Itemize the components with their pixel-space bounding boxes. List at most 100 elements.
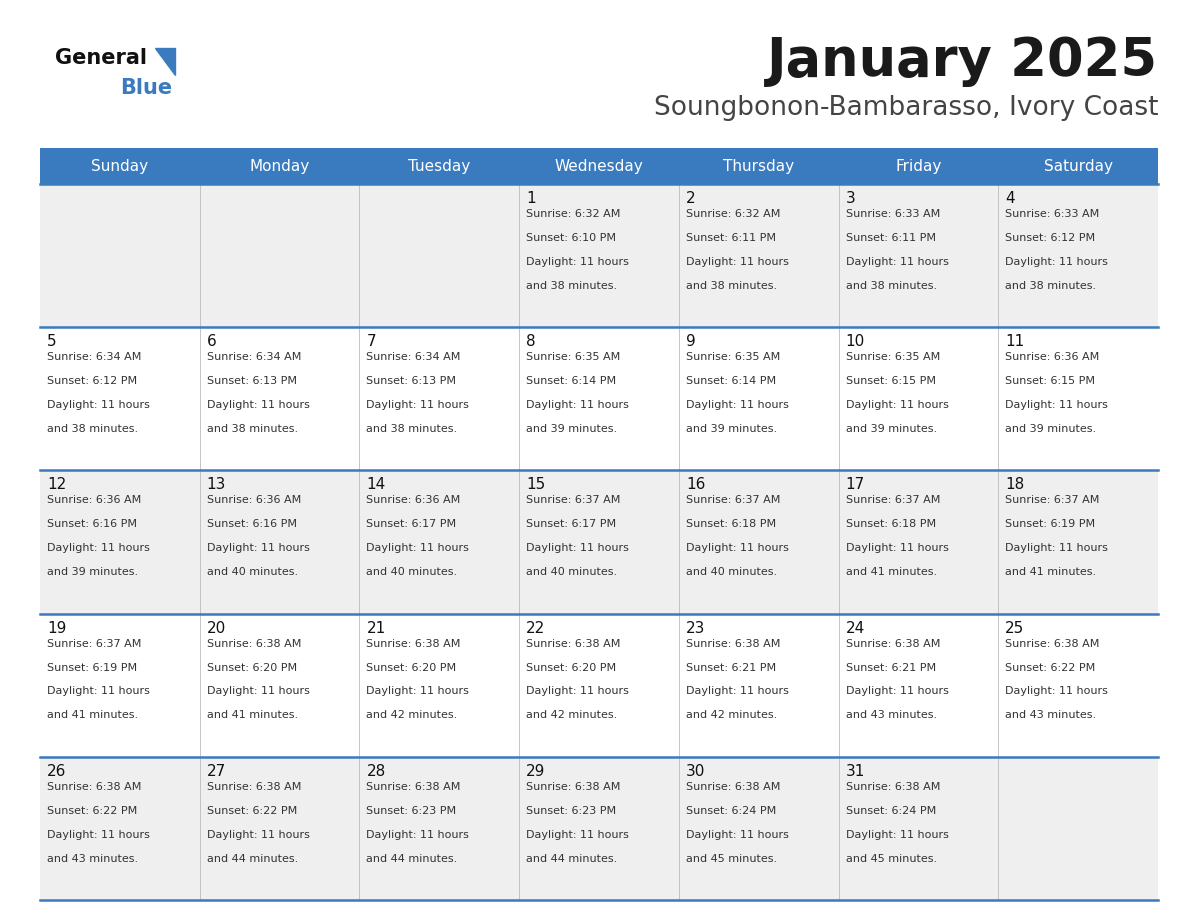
Text: Monday: Monday xyxy=(249,159,310,174)
Text: and 38 minutes.: and 38 minutes. xyxy=(1005,281,1097,291)
Text: Sunset: 6:13 PM: Sunset: 6:13 PM xyxy=(207,376,297,386)
Text: Daylight: 11 hours: Daylight: 11 hours xyxy=(366,400,469,410)
Text: Sunrise: 6:34 AM: Sunrise: 6:34 AM xyxy=(48,353,141,363)
Text: Sunset: 6:18 PM: Sunset: 6:18 PM xyxy=(685,520,776,530)
Text: Daylight: 11 hours: Daylight: 11 hours xyxy=(846,830,948,840)
Text: Wednesday: Wednesday xyxy=(555,159,644,174)
Text: Daylight: 11 hours: Daylight: 11 hours xyxy=(526,830,628,840)
Text: Daylight: 11 hours: Daylight: 11 hours xyxy=(846,400,948,410)
Text: and 43 minutes.: and 43 minutes. xyxy=(846,711,936,721)
Text: Sunrise: 6:37 AM: Sunrise: 6:37 AM xyxy=(1005,496,1100,506)
Text: Sunrise: 6:35 AM: Sunrise: 6:35 AM xyxy=(846,353,940,363)
Text: and 44 minutes.: and 44 minutes. xyxy=(526,854,618,864)
Text: Sunset: 6:12 PM: Sunset: 6:12 PM xyxy=(48,376,137,386)
Text: Sunrise: 6:33 AM: Sunrise: 6:33 AM xyxy=(846,209,940,219)
Text: Sunset: 6:20 PM: Sunset: 6:20 PM xyxy=(366,663,456,673)
Text: and 41 minutes.: and 41 minutes. xyxy=(1005,567,1097,577)
Text: Sunset: 6:15 PM: Sunset: 6:15 PM xyxy=(846,376,936,386)
Text: Sunset: 6:20 PM: Sunset: 6:20 PM xyxy=(526,663,617,673)
Text: Daylight: 11 hours: Daylight: 11 hours xyxy=(207,400,310,410)
Text: and 41 minutes.: and 41 minutes. xyxy=(48,711,138,721)
Text: Daylight: 11 hours: Daylight: 11 hours xyxy=(1005,687,1108,697)
Text: Daylight: 11 hours: Daylight: 11 hours xyxy=(846,543,948,554)
Text: and 41 minutes.: and 41 minutes. xyxy=(207,711,298,721)
Text: Sunset: 6:20 PM: Sunset: 6:20 PM xyxy=(207,663,297,673)
Text: Sunrise: 6:36 AM: Sunrise: 6:36 AM xyxy=(366,496,461,506)
Text: and 39 minutes.: and 39 minutes. xyxy=(685,424,777,434)
Text: Sunrise: 6:38 AM: Sunrise: 6:38 AM xyxy=(526,782,620,792)
Text: Sunset: 6:11 PM: Sunset: 6:11 PM xyxy=(846,233,936,243)
Text: Sunrise: 6:33 AM: Sunrise: 6:33 AM xyxy=(1005,209,1100,219)
Text: 4: 4 xyxy=(1005,191,1015,206)
Text: Sunrise: 6:37 AM: Sunrise: 6:37 AM xyxy=(685,496,781,506)
Text: Sunset: 6:24 PM: Sunset: 6:24 PM xyxy=(846,806,936,816)
Text: Sunrise: 6:38 AM: Sunrise: 6:38 AM xyxy=(685,782,781,792)
Text: 17: 17 xyxy=(846,477,865,492)
Text: Sunrise: 6:37 AM: Sunrise: 6:37 AM xyxy=(526,496,620,506)
Text: 1: 1 xyxy=(526,191,536,206)
Text: 23: 23 xyxy=(685,621,706,635)
Text: 25: 25 xyxy=(1005,621,1024,635)
Text: Sunset: 6:22 PM: Sunset: 6:22 PM xyxy=(48,806,138,816)
Text: and 39 minutes.: and 39 minutes. xyxy=(846,424,936,434)
Text: and 38 minutes.: and 38 minutes. xyxy=(207,424,298,434)
Bar xyxy=(40,613,1158,756)
Text: Sunset: 6:23 PM: Sunset: 6:23 PM xyxy=(526,806,617,816)
Text: 3: 3 xyxy=(846,191,855,206)
Text: Sunset: 6:22 PM: Sunset: 6:22 PM xyxy=(207,806,297,816)
Text: Sunrise: 6:36 AM: Sunrise: 6:36 AM xyxy=(207,496,301,506)
Text: Sunset: 6:14 PM: Sunset: 6:14 PM xyxy=(685,376,776,386)
Text: and 39 minutes.: and 39 minutes. xyxy=(1005,424,1097,434)
Text: Daylight: 11 hours: Daylight: 11 hours xyxy=(366,687,469,697)
Text: Daylight: 11 hours: Daylight: 11 hours xyxy=(685,830,789,840)
Text: Daylight: 11 hours: Daylight: 11 hours xyxy=(207,830,310,840)
Text: Daylight: 11 hours: Daylight: 11 hours xyxy=(48,830,150,840)
Text: Sunset: 6:17 PM: Sunset: 6:17 PM xyxy=(366,520,456,530)
Text: 22: 22 xyxy=(526,621,545,635)
Text: Sunrise: 6:38 AM: Sunrise: 6:38 AM xyxy=(366,639,461,649)
Text: January 2025: January 2025 xyxy=(767,35,1158,87)
Text: Sunset: 6:13 PM: Sunset: 6:13 PM xyxy=(366,376,456,386)
Text: and 38 minutes.: and 38 minutes. xyxy=(846,281,936,291)
Text: Sunrise: 6:34 AM: Sunrise: 6:34 AM xyxy=(207,353,301,363)
Polygon shape xyxy=(154,48,175,75)
Text: Daylight: 11 hours: Daylight: 11 hours xyxy=(846,687,948,697)
Text: Sunset: 6:18 PM: Sunset: 6:18 PM xyxy=(846,520,936,530)
Text: Sunset: 6:19 PM: Sunset: 6:19 PM xyxy=(1005,520,1095,530)
Text: Daylight: 11 hours: Daylight: 11 hours xyxy=(207,687,310,697)
Text: Daylight: 11 hours: Daylight: 11 hours xyxy=(685,400,789,410)
Text: 31: 31 xyxy=(846,764,865,778)
Text: Sunrise: 6:34 AM: Sunrise: 6:34 AM xyxy=(366,353,461,363)
Text: Sunrise: 6:35 AM: Sunrise: 6:35 AM xyxy=(526,353,620,363)
Text: and 44 minutes.: and 44 minutes. xyxy=(366,854,457,864)
Text: Sunrise: 6:36 AM: Sunrise: 6:36 AM xyxy=(1005,353,1100,363)
Text: and 45 minutes.: and 45 minutes. xyxy=(846,854,936,864)
Text: Friday: Friday xyxy=(896,159,942,174)
Text: and 45 minutes.: and 45 minutes. xyxy=(685,854,777,864)
Text: Daylight: 11 hours: Daylight: 11 hours xyxy=(48,543,150,554)
Text: Soungbonon-Bambarasso, Ivory Coast: Soungbonon-Bambarasso, Ivory Coast xyxy=(653,95,1158,121)
Text: Sunset: 6:11 PM: Sunset: 6:11 PM xyxy=(685,233,776,243)
Text: and 40 minutes.: and 40 minutes. xyxy=(526,567,618,577)
Text: Daylight: 11 hours: Daylight: 11 hours xyxy=(1005,400,1108,410)
Text: Daylight: 11 hours: Daylight: 11 hours xyxy=(846,257,948,267)
Text: and 39 minutes.: and 39 minutes. xyxy=(48,567,138,577)
Text: Sunset: 6:16 PM: Sunset: 6:16 PM xyxy=(48,520,137,530)
Text: Sunrise: 6:37 AM: Sunrise: 6:37 AM xyxy=(846,496,940,506)
Text: Tuesday: Tuesday xyxy=(409,159,470,174)
Text: Sunset: 6:22 PM: Sunset: 6:22 PM xyxy=(1005,663,1095,673)
Text: Daylight: 11 hours: Daylight: 11 hours xyxy=(366,543,469,554)
Text: Daylight: 11 hours: Daylight: 11 hours xyxy=(526,257,628,267)
Text: 6: 6 xyxy=(207,334,216,349)
Text: Daylight: 11 hours: Daylight: 11 hours xyxy=(207,543,310,554)
Text: Blue: Blue xyxy=(120,78,172,98)
Text: 21: 21 xyxy=(366,621,386,635)
Text: Sunset: 6:10 PM: Sunset: 6:10 PM xyxy=(526,233,617,243)
Text: 14: 14 xyxy=(366,477,386,492)
Text: 2: 2 xyxy=(685,191,695,206)
Text: Daylight: 11 hours: Daylight: 11 hours xyxy=(1005,257,1108,267)
Text: Daylight: 11 hours: Daylight: 11 hours xyxy=(685,687,789,697)
Bar xyxy=(40,756,1158,900)
Text: Daylight: 11 hours: Daylight: 11 hours xyxy=(526,687,628,697)
Bar xyxy=(40,148,1158,184)
